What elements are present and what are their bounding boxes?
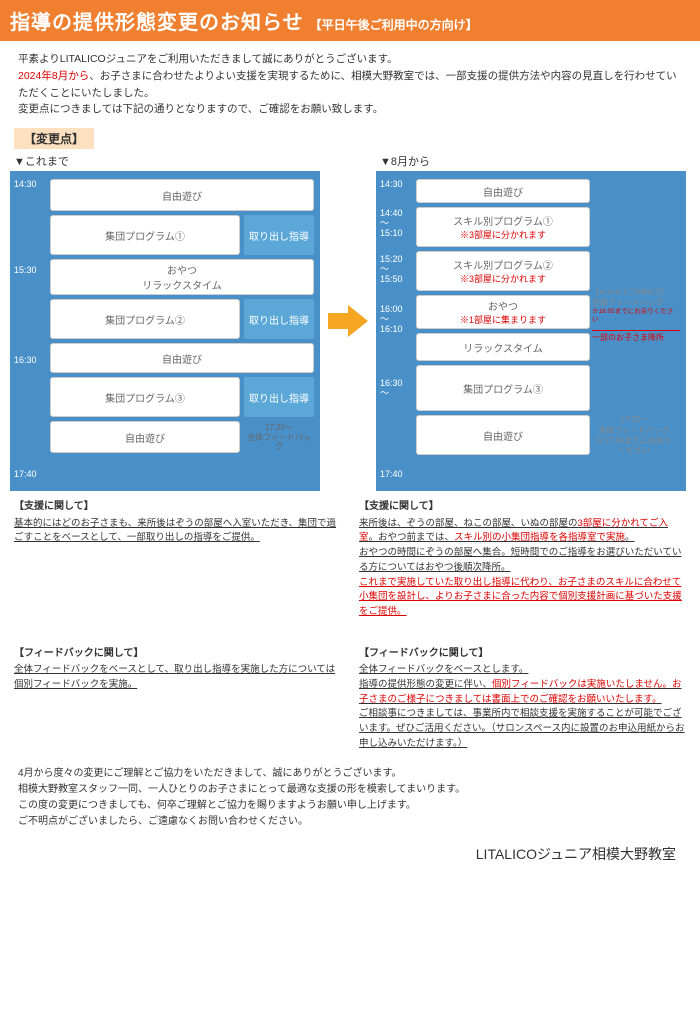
l: ご不明点がございましたら、ご遠慮なくお問い合わせください。 [18, 814, 682, 830]
box: 集団プログラム① [50, 215, 240, 255]
support-before: 【支援に関して】 基本的にはどのお子さまも、来所後はぞうの部屋へ入室いただき、集… [14, 499, 341, 620]
sidebox: 取り出し指導 [244, 215, 314, 255]
support-after: 【支援に関して】 来所後は、ぞうの部屋、ねこの部屋、いぬの部屋の3部屋に分かれて… [359, 499, 686, 620]
box: 集団プログラム③ [50, 377, 240, 417]
after-rows: 自由遊び スキル別プログラム①※3部屋に分かれます スキル別プログラム②※3部屋… [416, 179, 590, 455]
box: おやつ※1部屋に集まります [416, 295, 590, 329]
t: 16:00 ～ 16:10 [380, 305, 403, 335]
box: 自由遊び [50, 179, 314, 211]
after-col: ▼8月から 14:30 14:40 ～ 15:10 15:20 ～ 15:50 … [376, 151, 686, 491]
intro-l3: 変更点につきましては下記の通りとなりますので、ご確認をお願い致します。 [18, 101, 682, 118]
schedules: ▼これまで 14:30 15:30 16:30 17:40 自由遊び 集団プログ… [0, 151, 700, 491]
t: 15:30 [14, 265, 37, 275]
signature: LITALICOジュニア相模大野教室 [0, 836, 700, 878]
box: スキル別プログラム②※3部屋に分かれます [416, 251, 590, 291]
side-note: 【16:10までご利用の方】 全体フィードバック ※16:05までにお戻りくださ… [592, 289, 676, 325]
feedback-before: 【フィードバックに関して】 全体フィードバックをベースとして、取り出し指導を実施… [14, 646, 341, 752]
t: 14:30 [380, 179, 403, 189]
intro-l2b: 、お子さまに合わせたよりよい支援を実現するために、相模大野教室では、一部支援の提… [18, 70, 677, 99]
header-title: 指導の提供形態変更のお知らせ [10, 6, 304, 35]
closing: 4月から度々の変更にご理解とご協力をいただきまして、誠にありがとうございます。 … [0, 760, 700, 836]
feedback-section: 【フィードバックに関して】 全体フィードバックをベースとして、取り出し指導を実施… [0, 638, 700, 760]
arrow-icon [328, 301, 368, 341]
t: 全体フィードバック [592, 298, 676, 308]
l: 4月から度々の変更にご理解とご協力をいただきまして、誠にありがとうございます。 [18, 766, 682, 782]
p: ご相談事につきましては、事業所内で相談支援を実施することが可能でございます。ぜひ… [359, 707, 686, 751]
t: 14:30 [14, 179, 37, 189]
h: 【フィードバックに関して】 [359, 646, 686, 662]
t: ※3部屋に分かれます [421, 272, 585, 285]
t: 【16:10までご利用の方】 [592, 289, 676, 297]
after-panel: 14:30 14:40 ～ 15:10 15:20 ～ 15:50 16:00 … [376, 171, 686, 491]
t: ※1部屋に集まります [421, 313, 585, 326]
after-title: ▼8月から [376, 151, 686, 171]
t: 15:20 ～ 15:50 [380, 255, 403, 285]
t: スキル別プログラム② [421, 257, 585, 272]
support-section: 【支援に関して】 基本的にはどのお子さまも、来所後はぞうの部屋へ入室いただき、集… [0, 491, 700, 628]
p: 全体フィードバックをベースとします。 [359, 663, 686, 678]
sidebox: 取り出し指導 [244, 377, 314, 417]
header-sub: 【平日午後ご利用中の方向け】 [310, 16, 478, 33]
box: 自由遊び [416, 415, 590, 455]
intro: 平素よりLITALICOジュニアをご利用いただきまして誠にありがとうございます。… [0, 41, 700, 124]
h: 【フィードバックに関して】 [14, 646, 341, 662]
t: 来所後は、ぞうの部屋、ねこの部屋、いぬの部屋の [359, 518, 578, 529]
box: リラックスタイム [416, 333, 590, 361]
header: 指導の提供形態変更のお知らせ 【平日午後ご利用中の方向け】 [0, 0, 700, 41]
intro-red: 2024年8月から [18, 70, 89, 82]
t: スキル別プログラム① [421, 213, 585, 228]
t: 指導の提供形態の変更に伴い、 [359, 679, 492, 690]
t: おやつ [421, 298, 585, 313]
box: 集団プログラム③ [416, 365, 590, 411]
box: おやつリラックスタイム [50, 259, 314, 295]
before-times: 14:30 15:30 16:30 17:40 [14, 179, 46, 483]
t: 。おやつ前までは、 [369, 532, 455, 543]
t: 16:30 ～ [380, 379, 403, 399]
p: 来所後は、ぞうの部屋、ねこの部屋、いぬの部屋の3部屋に分かれてご入室。おやつ前ま… [359, 517, 686, 546]
t: 17:25～ 全体フィードバック ※17:30までにお戻りください [596, 415, 672, 455]
before-col: ▼これまで 14:30 15:30 16:30 17:40 自由遊び 集団プログ… [10, 151, 320, 491]
h: 【支援に関して】 [359, 499, 686, 515]
t: 17:40 [14, 469, 37, 479]
t: スキル別の小集団指導を各指導室で実施 [454, 532, 625, 543]
p: 全体フィードバックをベースとして、取り出し指導を実施した方については個別フィード… [14, 663, 341, 692]
fb-note: 17:25～ 全体フィードバック ※17:30までにお戻りください [592, 415, 676, 457]
t: 16:30 [14, 355, 37, 365]
t: 14:40 ～ 15:10 [380, 209, 403, 239]
t: 。 [625, 532, 635, 543]
box: 自由遊び [50, 343, 314, 373]
l: この度の変更につきましても、何卒ご理解とご協力を賜りますようお願い申し上げます。 [18, 798, 682, 814]
h: 【支援に関して】 [14, 499, 341, 515]
p: 基本的にはどのお子さまも、来所後はぞうの部屋へ入室いただき、集団で過ごすことをベ… [14, 517, 341, 546]
t: おやつ [55, 262, 309, 277]
t: ※16:05までにお戻りください [592, 308, 676, 325]
before-panel: 14:30 15:30 16:30 17:40 自由遊び 集団プログラム①取り出… [10, 171, 320, 491]
box: 自由遊び [50, 421, 240, 453]
box: スキル別プログラム①※3部屋に分かれます [416, 207, 590, 247]
t: リラックスタイム [55, 277, 309, 292]
changes-label: 【変更点】 [14, 128, 94, 149]
fb-note: 17:25～ 全体フィードバック [244, 423, 314, 452]
l: 相模大野教室スタッフ一同、一人ひとりのお子さまにとって最適な支援の形を模索してま… [18, 782, 682, 798]
side-note: 一部のお子さま降所 [592, 333, 676, 343]
p: これまで実施していた取り出し指導に代わり、お子さまのスキルに合わせて小集団を設計… [359, 576, 686, 620]
p: 指導の提供形態の変更に伴い、個別フィードバックは実施いたしません。お子さまのご様… [359, 678, 686, 707]
box: 自由遊び [416, 179, 590, 203]
t: ※3部屋に分かれます [421, 228, 585, 241]
before-rows: 自由遊び 集団プログラム①取り出し指導 おやつリラックスタイム 集団プログラム②… [50, 179, 314, 453]
intro-l1: 平素よりLITALICOジュニアをご利用いただきまして誠にありがとうございます。 [18, 51, 682, 68]
intro-l2: 2024年8月から、お子さまに合わせたよりよい支援を実現するために、相模大野教室… [18, 68, 682, 102]
sidebox: 取り出し指導 [244, 299, 314, 339]
feedback-after: 【フィードバックに関して】 全体フィードバックをベースとします。 指導の提供形態… [359, 646, 686, 752]
p: おやつの時間にぞうの部屋へ集合。短時間でのご指導をお選びいただいている方について… [359, 546, 686, 575]
box: 集団プログラム② [50, 299, 240, 339]
before-title: ▼これまで [10, 151, 320, 171]
after-times: 14:30 14:40 ～ 15:10 15:20 ～ 15:50 16:00 … [380, 179, 412, 483]
t: 17:40 [380, 469, 403, 479]
divider [592, 330, 680, 331]
